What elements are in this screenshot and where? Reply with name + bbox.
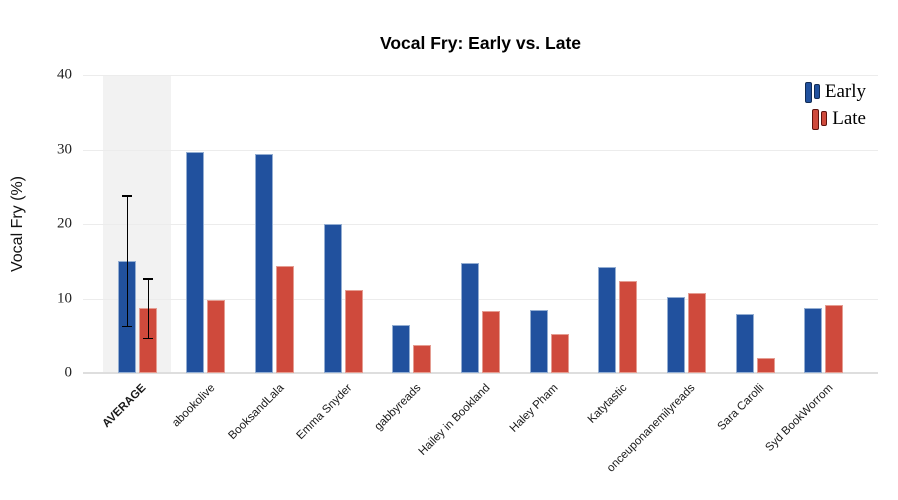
- x-tick-label-9: Sara Carolli: [715, 382, 767, 433]
- bar-late-10: [825, 305, 844, 373]
- legend-bar-glyph: [804, 81, 812, 103]
- legend-bars-icon: [812, 108, 828, 130]
- legend-label: Early: [824, 81, 866, 102]
- gridline-y40: [83, 75, 878, 76]
- y-tick-label-40: 40: [57, 66, 72, 83]
- x-tick-label-5: Hailey in Bookland: [416, 382, 492, 458]
- bar-late-7: [619, 280, 638, 373]
- y-tick-label-30: 30: [57, 141, 72, 157]
- bar-early-1: [186, 152, 205, 373]
- error-cap-bottom: [143, 337, 154, 339]
- x-tick-label-7: Katytastic: [585, 382, 630, 426]
- bar-early-10: [804, 308, 823, 373]
- legend: Early Late: [804, 81, 866, 130]
- plot-area: 0 10 20 30 40 AVERAGE abookolive BooksandLala Em…: [57, 67, 878, 475]
- error-bar-late-0: [143, 278, 154, 339]
- legend-entry-late: Late: [805, 108, 866, 130]
- x-tick-label-10: Syd BookWorrom: [763, 382, 836, 455]
- bar-late-6: [550, 334, 569, 373]
- x-tick-label-4: gabbyreads: [372, 382, 424, 433]
- gridline-y0: [83, 372, 878, 374]
- legend-bar-glyph: [813, 83, 820, 99]
- bar-early-9: [735, 314, 754, 373]
- bar-late-1: [207, 300, 226, 373]
- bar-late-3: [344, 289, 363, 373]
- bar-late-5: [482, 311, 500, 373]
- error-bar-early-0: [122, 195, 133, 328]
- error-cap-bottom: [122, 325, 133, 328]
- gridline-y10: [83, 298, 878, 300]
- x-tick-label-1: abookolive: [169, 382, 218, 430]
- gridline-y20: [83, 224, 878, 225]
- bar-early-2: [255, 153, 274, 373]
- error-cap-top: [122, 195, 133, 197]
- bar-early-3: [323, 224, 342, 373]
- bar-early-7: [598, 267, 617, 373]
- legend-bar-glyph: [812, 108, 820, 130]
- bar-early-8: [666, 297, 685, 373]
- error-cap-top: [143, 278, 154, 280]
- bar-early-5: [461, 262, 479, 373]
- x-tick-label-2: BooksandLala: [225, 382, 287, 443]
- y-tick-label-10: 10: [57, 290, 72, 306]
- chart-title: Vocal Fry: Early vs. Late: [379, 33, 582, 53]
- legend-bar-glyph: [821, 110, 828, 126]
- bar-late-2: [276, 266, 295, 373]
- bar-early-6: [529, 310, 548, 373]
- legend-label: Late: [832, 108, 866, 129]
- legend-bars-icon: [804, 81, 820, 103]
- y-axis-label: Vocal Fry (%): [9, 175, 26, 273]
- legend-entry-early: Early: [804, 81, 866, 103]
- x-tick-label-3: Emma Snyder: [294, 382, 355, 443]
- y-tick-label-20: 20: [57, 215, 72, 232]
- bar-late-4: [413, 344, 432, 373]
- x-tick-label-0: AVERAGE: [100, 382, 149, 431]
- y-tick-label-0: 0: [64, 364, 73, 381]
- gridline-y30: [83, 149, 878, 151]
- bar-early-4: [392, 325, 411, 373]
- x-tick-label-6: Haley Pham: [507, 382, 561, 435]
- bar-late-8: [687, 293, 706, 373]
- bar-late-9: [756, 358, 775, 373]
